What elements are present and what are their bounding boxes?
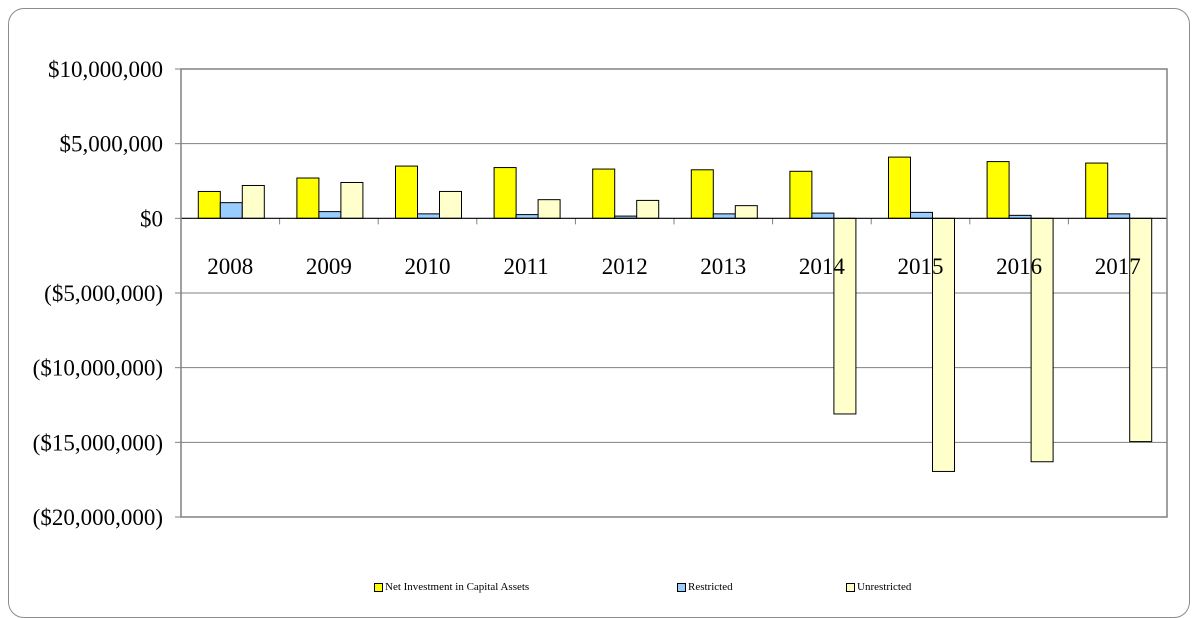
x-tick-label: 2009 [306, 254, 352, 279]
x-tick-label: 2017 [1095, 254, 1141, 279]
y-tick-label: $0 [140, 206, 163, 231]
bar-unrestricted-2008 [241, 184, 265, 219]
bar-restricted-2010 [417, 213, 440, 219]
bar-net-investment-in-capital-assets-2014 [789, 170, 813, 219]
legend-item-unrestricted: Unrestricted [846, 581, 911, 593]
bar-net-investment-in-capital-assets-2017 [1085, 162, 1109, 219]
bar-net-investment-in-capital-assets-2015 [888, 156, 911, 219]
x-tick-label: 2011 [504, 254, 549, 279]
x-tick-label: 2015 [898, 254, 944, 279]
bar-restricted-2008 [219, 202, 243, 219]
y-tick-label: ($5,000,000) [44, 281, 163, 306]
legend-label: Net Investment in Capital Assets [385, 581, 530, 593]
y-tick-label: ($10,000,000) [33, 356, 163, 381]
bars [197, 156, 1153, 472]
bar-net-investment-in-capital-assets-2012 [592, 168, 616, 219]
x-tick-label: 2016 [996, 254, 1042, 279]
x-tick-label: 2010 [405, 254, 451, 279]
bar-unrestricted-2012 [636, 199, 660, 219]
bar-net-investment-in-capital-assets-2013 [690, 169, 714, 219]
bar-restricted-2015 [910, 211, 933, 219]
bar-net-investment-in-capital-assets-2010 [395, 165, 418, 219]
x-tick-label: 2014 [799, 254, 846, 279]
bar-net-investment-in-capital-assets-2011 [493, 167, 517, 219]
y-tick-label: ($15,000,000) [33, 430, 163, 455]
y-tick-label: $10,000,000 [48, 57, 163, 82]
legend-item-restricted: Restricted [677, 581, 733, 593]
legend-label: Unrestricted [857, 581, 912, 593]
legend-swatch [846, 582, 855, 592]
x-tick-label: 2012 [602, 254, 648, 279]
bar-restricted-2017 [1107, 213, 1131, 219]
bar-unrestricted-2009 [340, 181, 364, 219]
chart-svg: $10,000,000 $5,000,000 $0 ($5,000,000) ($10,… [33, 57, 1168, 530]
bar-restricted-2014 [811, 212, 835, 219]
bar-unrestricted-2014 [833, 217, 857, 415]
y-axis-ticks: $10,000,000 $5,000,000 $0 ($5,000,000) ($10,… [33, 57, 181, 530]
legend: Net Investment in Capital Assets Restrict… [0, 581, 1194, 597]
bar-net-investment-in-capital-assets-2009 [296, 177, 320, 219]
legend-label: Restricted [688, 581, 733, 593]
x-tick-label: 2008 [207, 254, 253, 279]
bar-unrestricted-2011 [537, 199, 561, 219]
gridlines [181, 68, 1167, 518]
x-axis-ticks: 2008 2009 2010 2011 2012 2013 2014 2015 2016 2017 [181, 217, 1167, 279]
bar-unrestricted-2017 [1129, 217, 1153, 443]
bar-restricted-2013 [712, 213, 736, 219]
bar-net-investment-in-capital-assets-2008 [197, 190, 221, 219]
legend-swatch [677, 582, 686, 592]
bar-net-investment-in-capital-assets-2016 [986, 161, 1010, 219]
x-tick-label: 2013 [700, 254, 746, 279]
bar-unrestricted-2013 [734, 205, 758, 219]
y-tick-label: ($20,000,000) [33, 505, 163, 530]
bar-restricted-2009 [318, 211, 342, 219]
y-tick-label: $5,000,000 [60, 132, 164, 157]
bar-unrestricted-2010 [439, 190, 462, 219]
legend-swatch [374, 582, 383, 592]
plot-area-border [180, 68, 1168, 518]
legend-item-net-investment-in-capital-assets: Net Investment in Capital Assets [374, 581, 529, 593]
